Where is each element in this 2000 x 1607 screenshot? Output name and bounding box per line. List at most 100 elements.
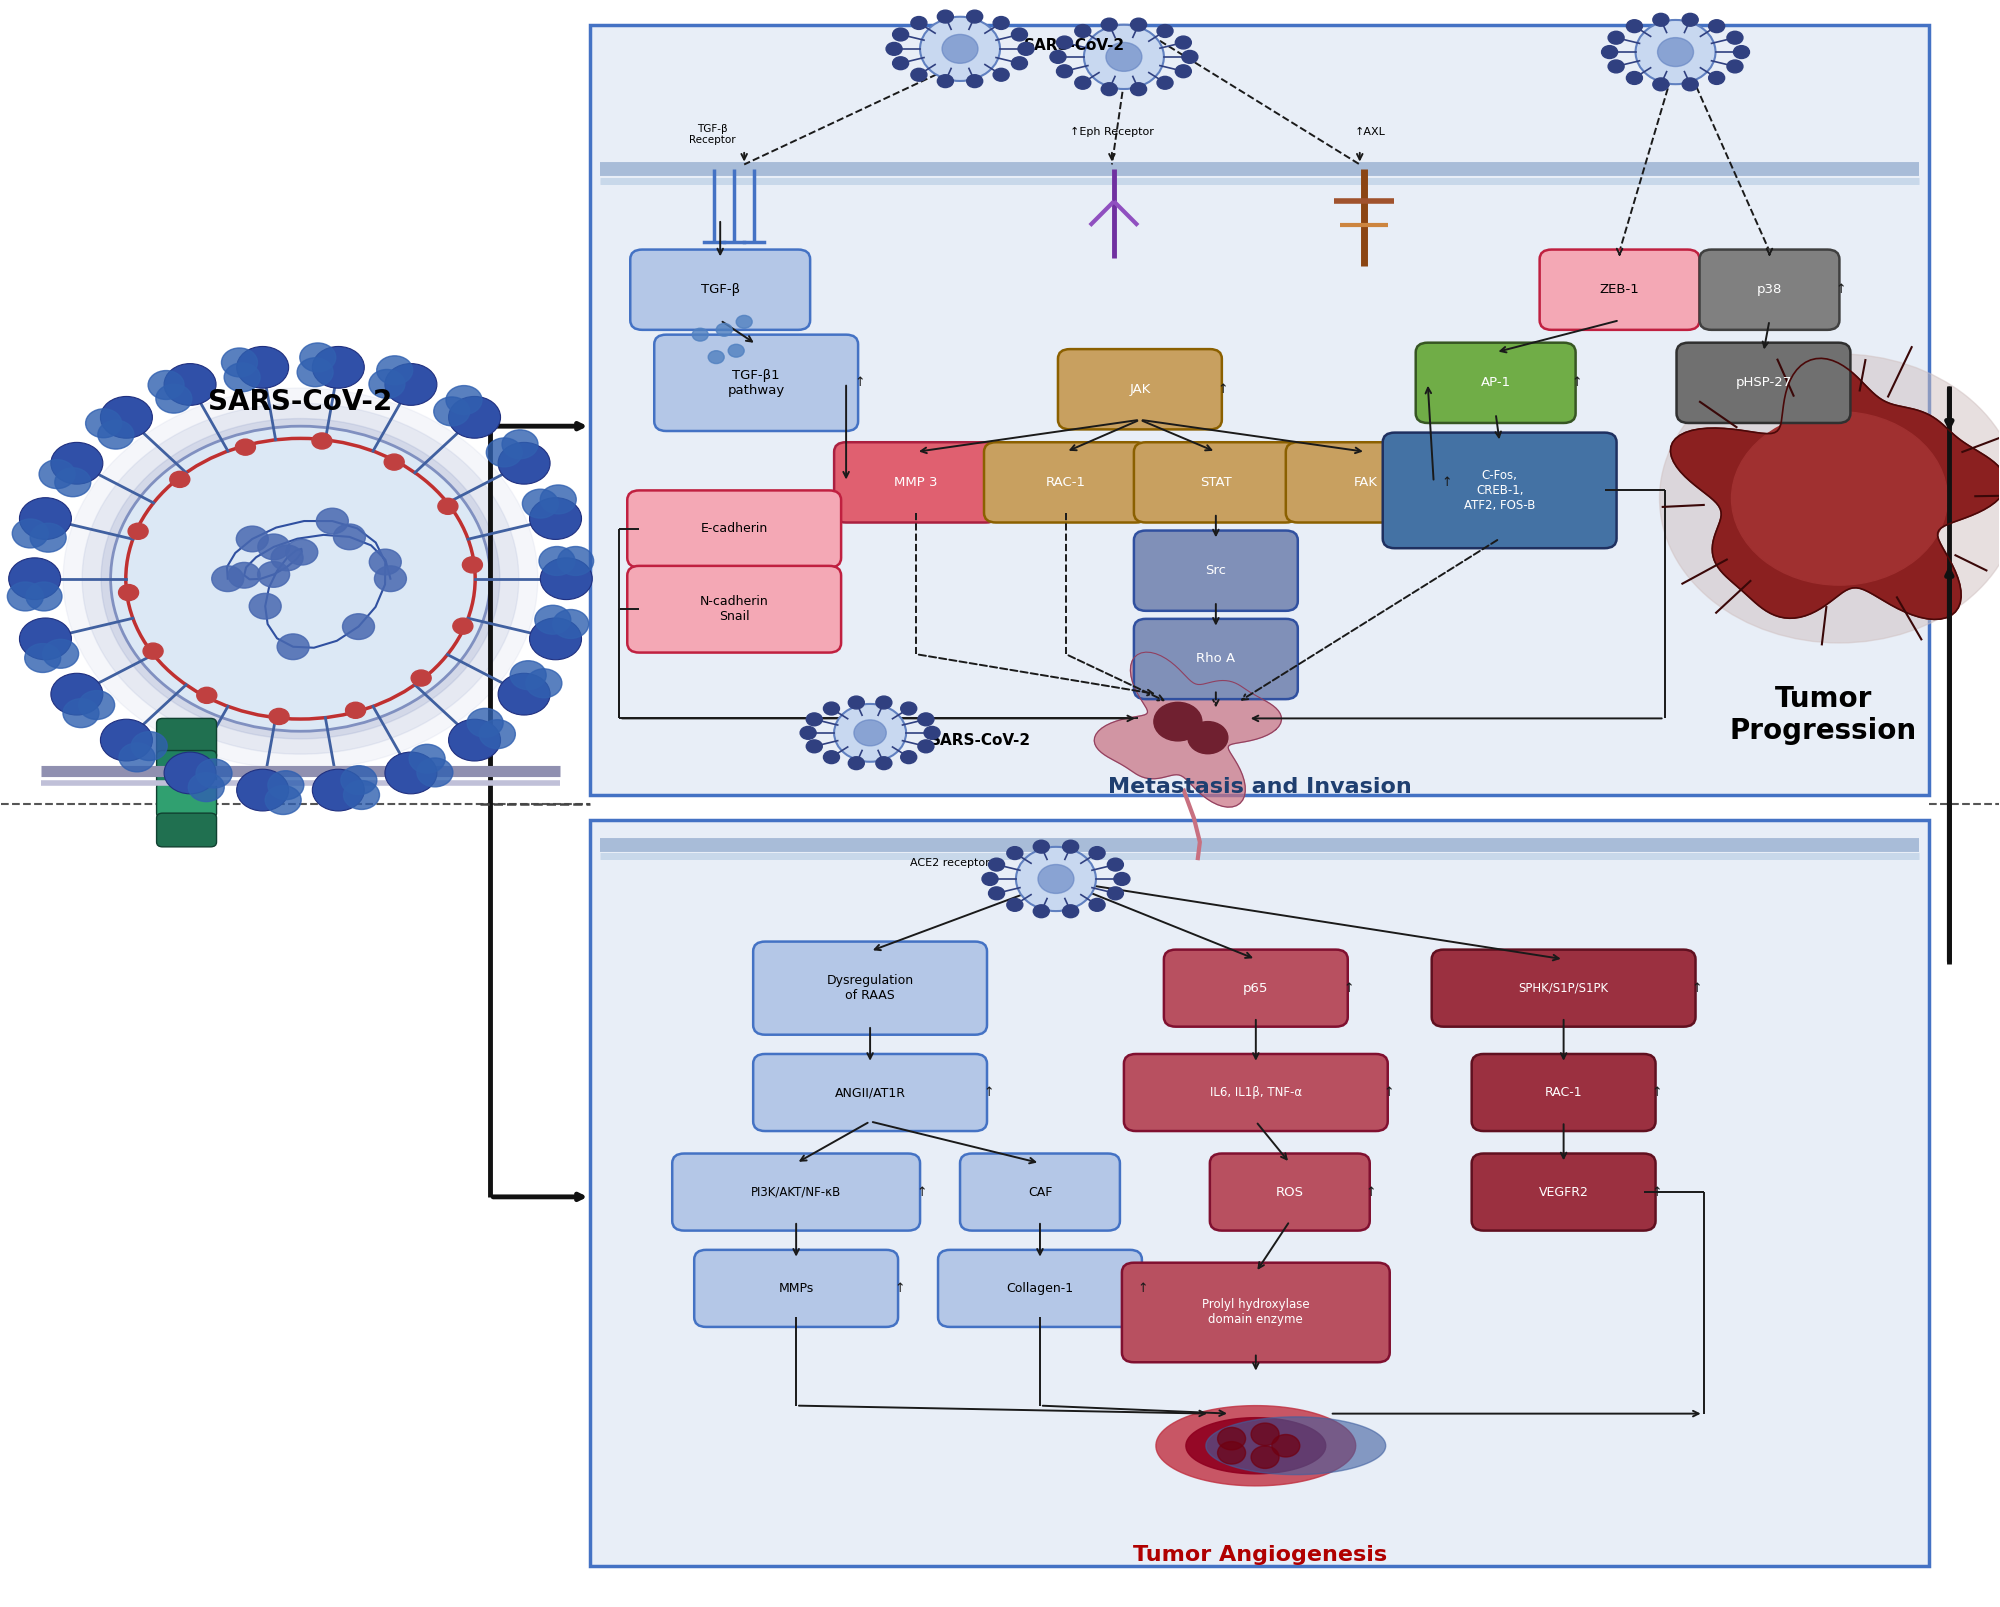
Circle shape xyxy=(1074,24,1090,37)
Text: ↑: ↑ xyxy=(1366,1186,1376,1199)
Circle shape xyxy=(222,349,258,378)
FancyBboxPatch shape xyxy=(156,750,216,789)
Circle shape xyxy=(1084,24,1164,88)
Circle shape xyxy=(86,408,122,437)
Circle shape xyxy=(100,397,152,439)
Text: AP-1: AP-1 xyxy=(1480,376,1510,389)
Circle shape xyxy=(300,342,336,371)
FancyBboxPatch shape xyxy=(1382,432,1616,548)
Circle shape xyxy=(268,771,304,800)
Circle shape xyxy=(498,673,550,715)
Text: ACE2 receptor: ACE2 receptor xyxy=(910,858,990,868)
Circle shape xyxy=(854,720,886,746)
Text: Prolyl hydroxylase
domain enzyme: Prolyl hydroxylase domain enzyme xyxy=(1202,1298,1310,1326)
Circle shape xyxy=(480,720,516,749)
Circle shape xyxy=(334,524,366,550)
Circle shape xyxy=(994,16,1010,29)
FancyBboxPatch shape xyxy=(156,813,216,847)
Circle shape xyxy=(258,534,290,559)
Circle shape xyxy=(1732,411,1948,585)
Circle shape xyxy=(312,347,364,389)
Circle shape xyxy=(8,558,60,599)
Circle shape xyxy=(1102,18,1118,31)
Circle shape xyxy=(1626,19,1642,32)
FancyBboxPatch shape xyxy=(834,442,998,522)
Circle shape xyxy=(82,403,518,754)
Text: E-cadherin: E-cadherin xyxy=(700,522,768,535)
Circle shape xyxy=(1074,77,1090,90)
Circle shape xyxy=(1006,898,1022,911)
Circle shape xyxy=(156,384,192,413)
Circle shape xyxy=(924,726,940,739)
Text: ↑: ↑ xyxy=(854,376,864,389)
Circle shape xyxy=(1034,840,1050,853)
Circle shape xyxy=(340,765,376,794)
Circle shape xyxy=(886,42,902,55)
Circle shape xyxy=(236,439,256,455)
Circle shape xyxy=(1726,59,1742,72)
Circle shape xyxy=(876,757,892,770)
FancyBboxPatch shape xyxy=(628,566,842,652)
Circle shape xyxy=(1682,77,1698,90)
Circle shape xyxy=(1608,31,1624,43)
Circle shape xyxy=(982,873,998,885)
Circle shape xyxy=(410,744,446,773)
Circle shape xyxy=(344,781,380,810)
FancyBboxPatch shape xyxy=(1286,442,1446,522)
Circle shape xyxy=(1090,898,1106,911)
Text: SPHK/S1P/S1PK: SPHK/S1P/S1PK xyxy=(1518,982,1608,995)
Text: ANGII/AT1R: ANGII/AT1R xyxy=(834,1086,906,1099)
Circle shape xyxy=(540,558,592,599)
Text: JAK: JAK xyxy=(1130,382,1150,395)
Circle shape xyxy=(100,720,152,762)
Circle shape xyxy=(1130,18,1146,31)
FancyBboxPatch shape xyxy=(1432,950,1696,1027)
Circle shape xyxy=(558,546,594,575)
Circle shape xyxy=(1158,24,1174,37)
Circle shape xyxy=(1176,35,1192,48)
Circle shape xyxy=(462,558,482,572)
Circle shape xyxy=(468,709,504,738)
Circle shape xyxy=(1252,1424,1280,1446)
Circle shape xyxy=(224,363,260,392)
Circle shape xyxy=(876,696,892,709)
Text: Dysregulation
of RAAS: Dysregulation of RAAS xyxy=(826,974,914,1003)
Text: TGF-β: TGF-β xyxy=(700,283,740,296)
Circle shape xyxy=(1006,847,1022,860)
Circle shape xyxy=(286,540,318,566)
FancyBboxPatch shape xyxy=(1134,619,1298,699)
Circle shape xyxy=(848,696,864,709)
Circle shape xyxy=(312,770,364,812)
Circle shape xyxy=(170,471,190,487)
FancyBboxPatch shape xyxy=(630,249,810,329)
Circle shape xyxy=(236,525,268,551)
FancyBboxPatch shape xyxy=(628,490,842,567)
Text: SARS-CoV-2: SARS-CoV-2 xyxy=(1024,39,1126,53)
Circle shape xyxy=(54,468,90,497)
Circle shape xyxy=(502,429,538,458)
Circle shape xyxy=(1018,42,1034,55)
Circle shape xyxy=(1114,873,1130,885)
Circle shape xyxy=(538,546,574,575)
Text: TGF-β
Receptor: TGF-β Receptor xyxy=(688,124,736,145)
Circle shape xyxy=(272,545,304,570)
Circle shape xyxy=(806,714,822,726)
Circle shape xyxy=(78,691,114,720)
Circle shape xyxy=(708,350,724,363)
FancyBboxPatch shape xyxy=(1134,530,1298,611)
Circle shape xyxy=(188,773,224,802)
Text: ↑AXL: ↑AXL xyxy=(1354,127,1386,137)
Circle shape xyxy=(368,370,404,399)
Circle shape xyxy=(384,363,436,405)
Circle shape xyxy=(498,442,550,484)
Circle shape xyxy=(376,355,412,384)
Circle shape xyxy=(1218,1427,1246,1450)
Polygon shape xyxy=(1670,358,2000,619)
Text: C-Fos,
CREB-1,
ATF2, FOS-B: C-Fos, CREB-1, ATF2, FOS-B xyxy=(1464,469,1536,513)
Text: p38: p38 xyxy=(1756,283,1782,296)
Circle shape xyxy=(728,344,744,357)
Circle shape xyxy=(806,739,822,752)
Circle shape xyxy=(110,426,490,731)
FancyBboxPatch shape xyxy=(1058,349,1222,429)
Circle shape xyxy=(1034,905,1050,918)
